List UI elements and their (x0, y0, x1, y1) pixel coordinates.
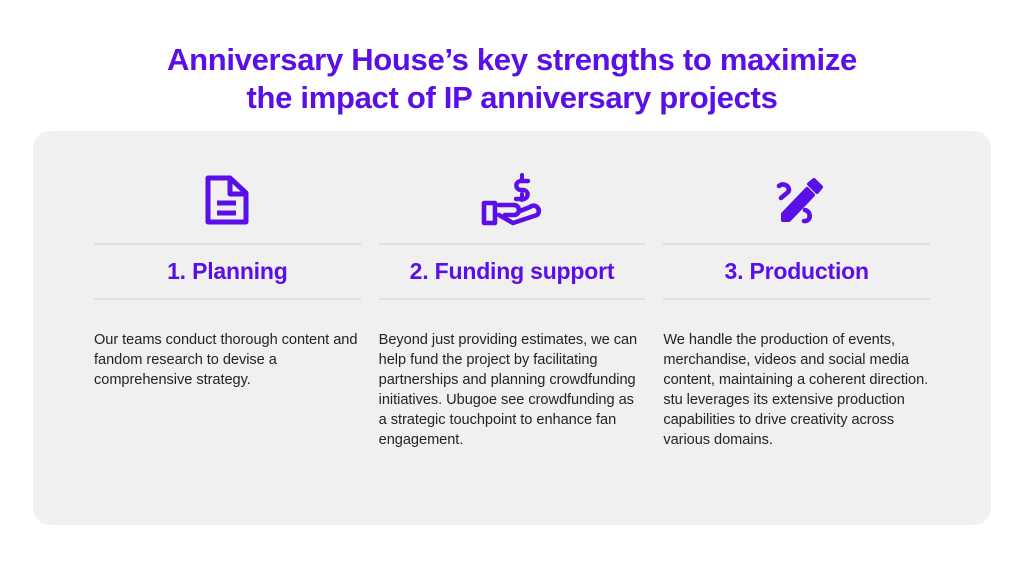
column-planning: 1. Planning Our teams conduct thorough c… (85, 159, 370, 525)
columns-container: 1. Planning Our teams conduct thorough c… (33, 131, 991, 525)
page-title-line-1: Anniversary House’s key strengths to max… (166, 42, 857, 77)
document-icon (94, 159, 361, 241)
column-heading-block: 2. Funding support (378, 243, 646, 300)
column-body: Our teams conduct thorough content and f… (94, 332, 358, 388)
page-title-line-2: the impact of IP anniversary projects (246, 80, 778, 115)
column-funding-support: 2. Funding support Beyond just providing… (370, 159, 655, 525)
column-heading-block: 3. Production (663, 243, 931, 300)
column-heading: 1. Planning (167, 258, 288, 284)
column-heading: 3. Production (724, 258, 870, 284)
pencil-sparkle-icon (663, 159, 930, 241)
column-body: We handle the production of events, merc… (663, 332, 929, 448)
column-heading-block: 1. Planning (94, 243, 361, 300)
column-body: Beyond just providing estimates, we can … (378, 332, 638, 448)
column-heading: 2. Funding support (409, 258, 615, 284)
content-card: 1. Planning Our teams conduct thorough c… (33, 131, 991, 525)
column-production: 3. Production We handle the production o… (654, 159, 939, 525)
hand-holding-dollar-icon (379, 159, 646, 241)
page-title: Anniversary House’s key strengths to max… (0, 41, 1024, 117)
